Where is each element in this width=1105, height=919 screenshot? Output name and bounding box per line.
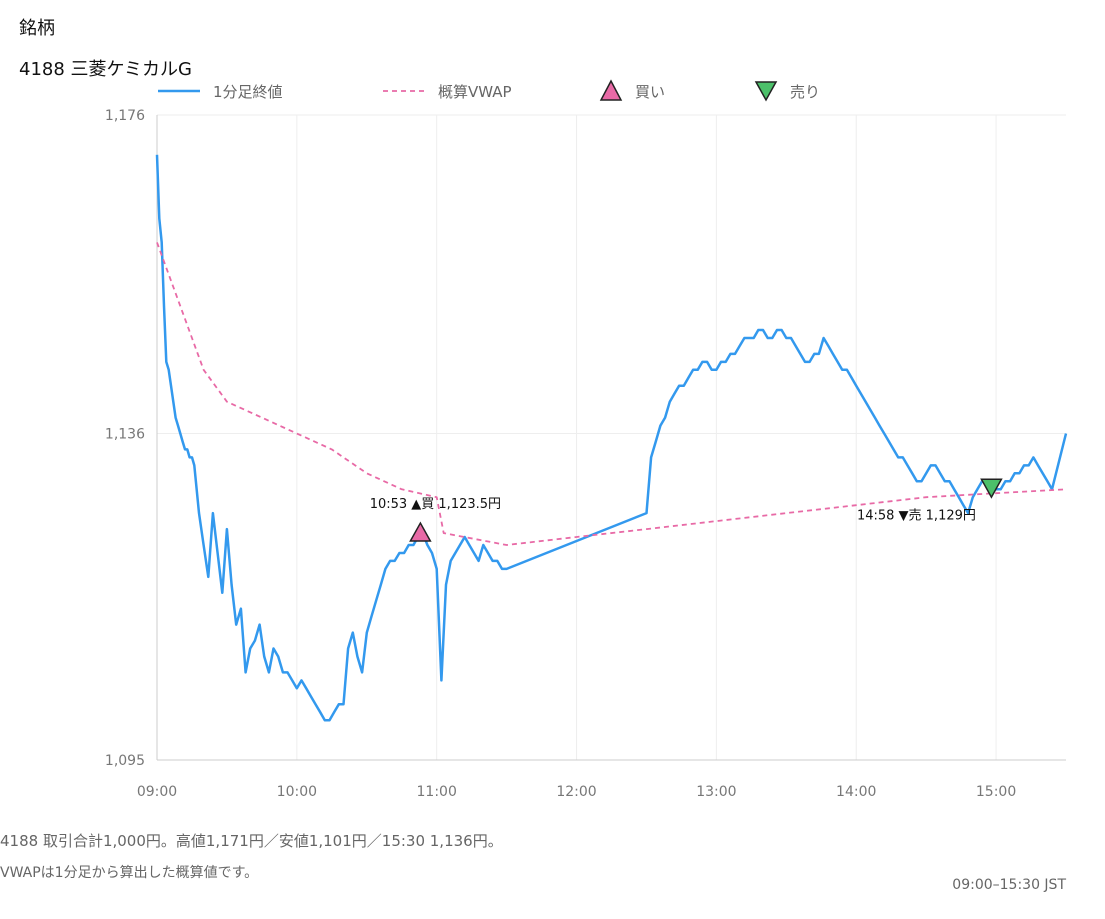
x-tick-label: 11:00 xyxy=(417,784,457,800)
vwap-note: VWAPは1分足から算出した概算値です。 xyxy=(0,865,259,881)
y-tick-label: 1,176 xyxy=(105,108,145,124)
x-tick-label: 13:00 xyxy=(696,784,736,800)
stock-symbol-title: 4188 三菱ケミカルG xyxy=(19,59,192,80)
y-tick-label: 1,136 xyxy=(105,427,145,443)
axes: 09:00 10:00 11:00 12:00 13:00 14:00 15:00 1,176… xyxy=(105,108,1066,800)
buy-annotation: 10:53 ▲買 1,123.5円 xyxy=(370,497,501,512)
buy-marker xyxy=(409,521,432,542)
legend: 1分足終値 概算VWAP 買い 売り xyxy=(158,79,820,102)
legend-sell-icon xyxy=(754,81,778,102)
sell-marker xyxy=(980,478,1003,499)
legend-sell-label: 売り xyxy=(790,83,820,101)
legend-vwap-label: 概算VWAP xyxy=(438,83,512,101)
trade-markers: 10:53 ▲買 1,123.5円 14:58 ▼売 1,129円 xyxy=(370,478,1003,542)
series xyxy=(155,154,1068,722)
price-line xyxy=(155,154,1068,722)
session-time-range: 09:00–15:30 JST xyxy=(952,877,1066,893)
x-tick-label: 12:00 xyxy=(556,784,596,800)
x-tick-label: 10:00 xyxy=(277,784,317,800)
section-label: 銘柄 xyxy=(19,18,55,39)
y-tick-label: 1,095 xyxy=(105,753,145,769)
grid xyxy=(157,114,1066,761)
vwap-line xyxy=(156,242,1067,546)
sell-annotation: 14:58 ▼売 1,129円 xyxy=(857,507,976,523)
legend-price-label: 1分足終値 xyxy=(213,83,283,101)
trade-summary: 4188 取引合計1,000円。高値1,171円／安値1,101円／15:30 … xyxy=(0,832,503,850)
x-tick-label: 15:00 xyxy=(976,784,1016,800)
legend-buy-label: 買い xyxy=(635,83,665,101)
x-tick-label: 14:00 xyxy=(836,784,876,800)
x-tick-label: 09:00 xyxy=(137,784,177,800)
legend-buy-icon xyxy=(599,79,623,101)
